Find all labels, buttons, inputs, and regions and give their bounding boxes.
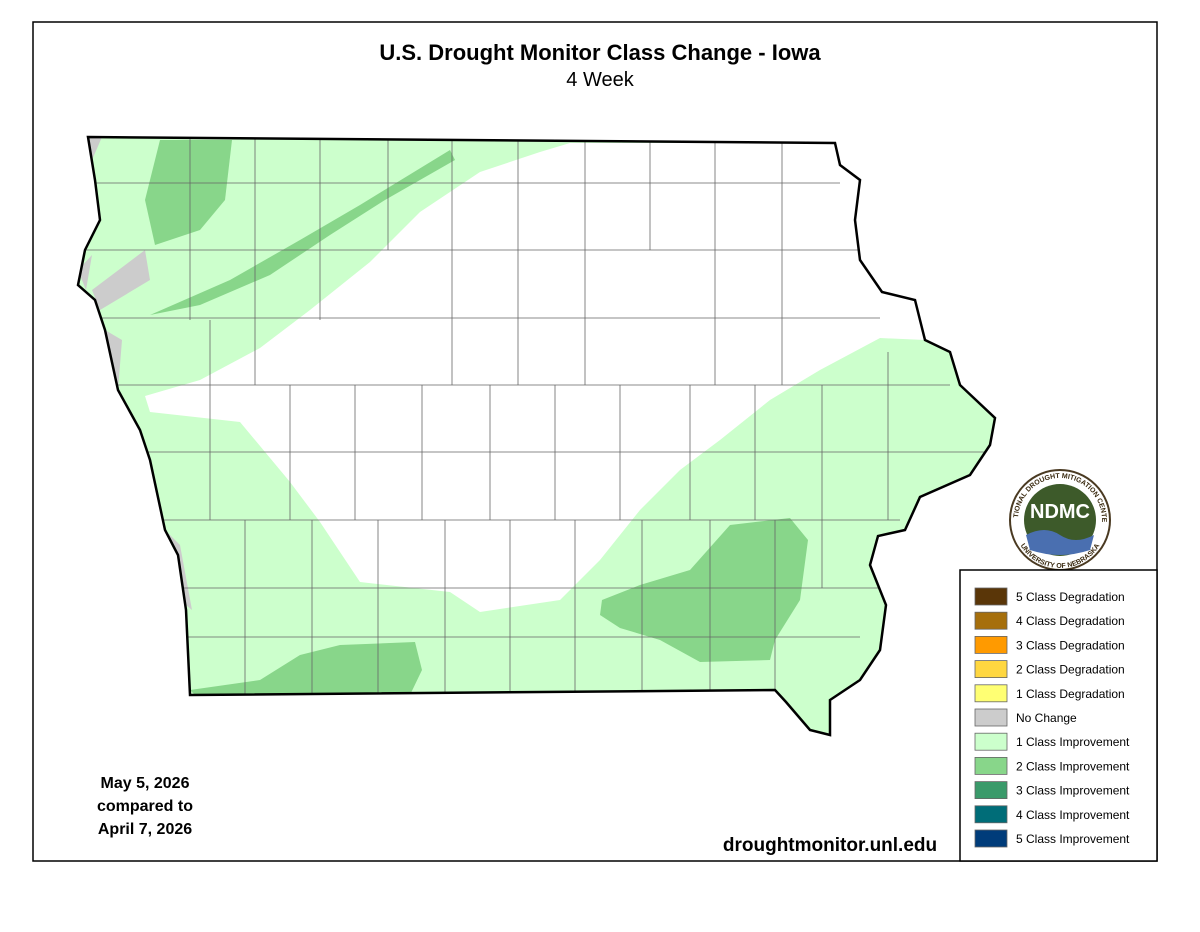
legend-swatch [974, 684, 1008, 703]
legend-label: 5 Class Improvement [1016, 832, 1130, 846]
state-outline [76, 135, 997, 737]
legend-swatch [974, 805, 1008, 824]
logo-abbr: NDMC [1030, 501, 1090, 523]
legend-label: 2 Class Degradation [1016, 663, 1125, 677]
legend-label: No Change [1016, 711, 1077, 725]
legend-label: 4 Class Improvement [1016, 808, 1130, 822]
improvement-2-area [190, 642, 422, 695]
legend-label: 4 Class Degradation [1016, 614, 1125, 628]
legend-swatch [974, 587, 1008, 606]
legend-swatch [974, 757, 1008, 775]
no-change-area [78, 137, 192, 610]
legend-swatch [974, 611, 1008, 630]
subtitle: 4 Week [566, 69, 634, 91]
legend-label: 2 Class Improvement [1016, 759, 1130, 773]
legend-swatch [974, 732, 1008, 751]
date-current: May 5, 2026 [101, 775, 190, 792]
legend-swatch [974, 781, 1008, 799]
legend-label: 1 Class Degradation [1016, 687, 1125, 701]
date-previous: April 7, 2026 [98, 821, 192, 838]
legend-swatch [974, 708, 1008, 727]
legend-swatch [974, 636, 1008, 654]
legend-swatch [974, 660, 1008, 678]
legend-label: 3 Class Improvement [1016, 784, 1130, 798]
logo-water [1026, 530, 1094, 555]
improvement-2-area [150, 150, 455, 315]
source-url: droughtmonitor.unl.edu [723, 835, 937, 856]
map [78, 137, 995, 735]
legend-swatch [974, 829, 1008, 848]
county-lines [80, 137, 990, 695]
legend-label: 5 Class Degradation [1016, 590, 1125, 604]
no-change-white [145, 143, 925, 612]
improvement-2-area [600, 518, 808, 662]
legend: 5 Class Degradation 4 Class Degradation 3 … [974, 587, 1130, 848]
legend-label: 3 Class Degradation [1016, 638, 1125, 652]
improvement-2-area [145, 140, 232, 245]
date-compared: compared to [97, 798, 193, 815]
title: U.S. Drought Monitor Class Change - Iowa [379, 40, 821, 65]
legend-label: 1 Class Improvement [1016, 735, 1130, 749]
